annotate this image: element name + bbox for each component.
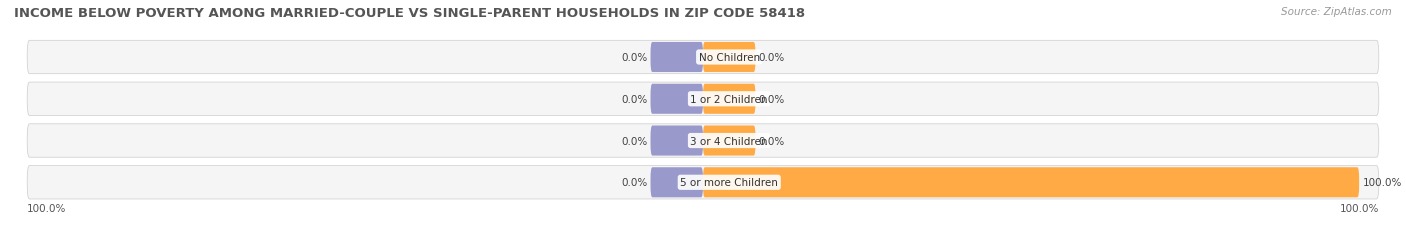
Text: 0.0%: 0.0% <box>759 94 785 104</box>
FancyBboxPatch shape <box>27 166 1379 199</box>
Text: 0.0%: 0.0% <box>621 136 647 146</box>
Text: 1 or 2 Children: 1 or 2 Children <box>690 94 768 104</box>
Text: 0.0%: 0.0% <box>621 177 647 188</box>
Text: 0.0%: 0.0% <box>759 53 785 63</box>
Text: 0.0%: 0.0% <box>759 136 785 146</box>
FancyBboxPatch shape <box>27 41 1379 74</box>
Text: 100.0%: 100.0% <box>1362 177 1402 188</box>
FancyBboxPatch shape <box>27 83 1379 116</box>
Text: 100.0%: 100.0% <box>1340 203 1379 213</box>
FancyBboxPatch shape <box>27 124 1379 158</box>
Text: No Children: No Children <box>699 53 759 63</box>
Text: Source: ZipAtlas.com: Source: ZipAtlas.com <box>1281 7 1392 17</box>
FancyBboxPatch shape <box>703 167 1360 198</box>
FancyBboxPatch shape <box>651 167 703 198</box>
Text: 5 or more Children: 5 or more Children <box>681 177 778 188</box>
FancyBboxPatch shape <box>651 43 703 73</box>
FancyBboxPatch shape <box>651 126 703 156</box>
Text: 100.0%: 100.0% <box>27 203 66 213</box>
Text: INCOME BELOW POVERTY AMONG MARRIED-COUPLE VS SINGLE-PARENT HOUSEHOLDS IN ZIP COD: INCOME BELOW POVERTY AMONG MARRIED-COUPL… <box>14 7 806 20</box>
FancyBboxPatch shape <box>651 84 703 114</box>
FancyBboxPatch shape <box>703 43 755 73</box>
FancyBboxPatch shape <box>703 84 755 114</box>
Text: 0.0%: 0.0% <box>621 94 647 104</box>
FancyBboxPatch shape <box>703 126 755 156</box>
Text: 3 or 4 Children: 3 or 4 Children <box>690 136 768 146</box>
Text: 0.0%: 0.0% <box>621 53 647 63</box>
